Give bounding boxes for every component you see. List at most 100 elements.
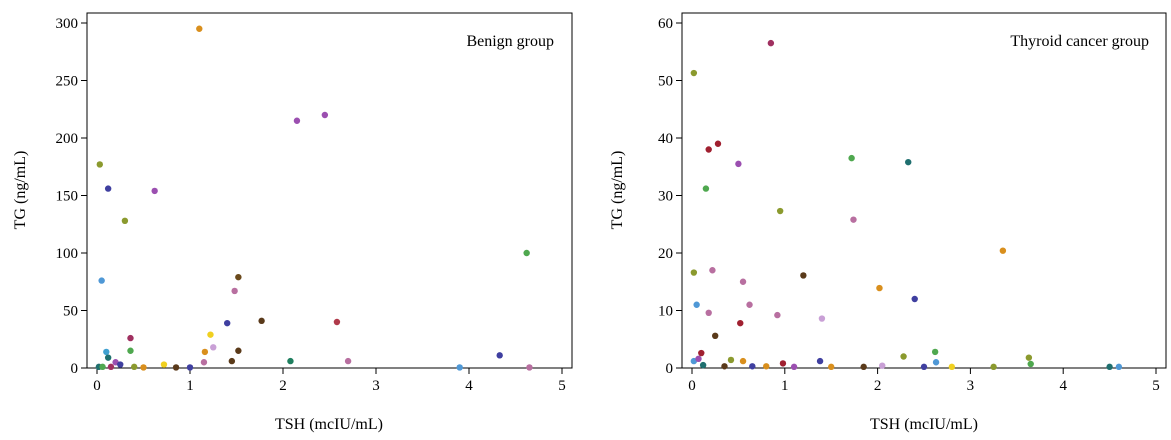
data-point (699, 361, 707, 369)
data-point (860, 363, 867, 371)
data-point (698, 349, 705, 357)
data-point (1027, 360, 1034, 368)
x-tick-label: 1 (781, 378, 789, 394)
data-point (705, 146, 712, 153)
data-point (920, 363, 928, 371)
data-point (818, 315, 826, 322)
data-point (1115, 363, 1123, 371)
data-points (690, 39, 1123, 371)
data-point (235, 273, 242, 281)
y-tick-label: 20 (658, 246, 673, 262)
data-point (151, 187, 158, 195)
data-point (774, 311, 781, 319)
plot-frame (86, 12, 573, 369)
data-point (258, 317, 265, 325)
data-point (293, 117, 301, 124)
data-point (104, 354, 112, 361)
data-point (932, 359, 940, 366)
x-tick-label: 2 (279, 378, 287, 394)
data-point (990, 363, 997, 371)
y-tick-label: 250 (56, 74, 79, 90)
y-tick-label: 100 (56, 246, 79, 262)
data-point (210, 344, 217, 351)
y-tick-label: 40 (658, 131, 673, 147)
data-point (876, 284, 883, 292)
y-axis-label: TG (ng/mL) (609, 151, 626, 230)
data-point (200, 359, 208, 366)
y-tick-label: 60 (658, 16, 673, 32)
data-point (235, 347, 242, 354)
y-tick-label: 200 (56, 131, 79, 147)
x-axis-label: TSH (mcIU/mL) (870, 416, 978, 433)
data-point (160, 361, 168, 368)
y-ticks: 0 10 20 30 40 50 60 (658, 16, 682, 377)
x-tick-label: 4 (465, 378, 473, 394)
x-tick-label: 1 (186, 378, 194, 394)
panel-title: Benign group (466, 33, 554, 50)
data-point (779, 360, 787, 367)
y-tick-label: 150 (56, 189, 79, 205)
data-point (911, 295, 918, 303)
data-point (127, 334, 134, 342)
data-point (172, 364, 180, 371)
x-tick-label: 5 (1152, 378, 1160, 394)
x-tick-label: 3 (372, 378, 380, 394)
data-point (695, 355, 702, 362)
data-point (140, 364, 147, 371)
data-point (879, 362, 886, 369)
data-point (690, 69, 698, 77)
y-axis-label: TG (ng/mL) (12, 151, 29, 230)
data-point (1025, 354, 1033, 361)
data-point (905, 158, 912, 166)
data-point (828, 363, 835, 371)
data-point (104, 185, 112, 192)
y-tick-label: 30 (658, 189, 673, 205)
data-point (186, 364, 194, 371)
data-point (712, 332, 719, 339)
data-point (931, 348, 939, 356)
data-point (709, 267, 716, 274)
data-point (107, 363, 115, 371)
y-tick-label: 10 (658, 304, 673, 320)
data-point (321, 111, 329, 119)
data-point (523, 249, 530, 257)
data-point (333, 318, 341, 326)
data-point (721, 363, 728, 370)
data-point (763, 363, 770, 370)
data-point (127, 347, 134, 354)
data-point (705, 309, 712, 316)
data-point (727, 356, 735, 364)
data-point (196, 25, 203, 32)
data-point (207, 331, 214, 338)
y-tick-label: 300 (56, 16, 79, 32)
data-point (746, 301, 753, 308)
data-point (850, 216, 857, 223)
x-tick-label: 4 (1059, 378, 1067, 394)
data-point (344, 357, 352, 365)
data-point (201, 348, 209, 356)
x-tick-label: 2 (874, 378, 882, 394)
data-point (117, 361, 124, 368)
x-tick-label: 5 (558, 378, 566, 394)
panel-title: Thyroid cancer group (1010, 33, 1149, 50)
data-point (228, 357, 236, 365)
data-point (739, 357, 747, 365)
data-point (287, 357, 294, 365)
x-ticks: 0 1 2 3 4 5 (93, 368, 566, 394)
y-ticks: 0 50 100 150 200 250 300 (56, 16, 87, 377)
data-point (749, 363, 756, 370)
data-point (702, 185, 710, 192)
x-ticks: 0 1 2 3 4 5 (688, 368, 1160, 394)
data-point (816, 357, 824, 365)
data-point (690, 269, 698, 276)
data-point (99, 363, 106, 371)
plot-frame (681, 12, 1167, 369)
data-point (496, 352, 503, 359)
data-point (735, 160, 742, 168)
x-tick-label: 0 (93, 378, 101, 394)
data-point (900, 353, 907, 360)
data-point (848, 154, 855, 162)
x-tick-label: 0 (688, 378, 696, 394)
